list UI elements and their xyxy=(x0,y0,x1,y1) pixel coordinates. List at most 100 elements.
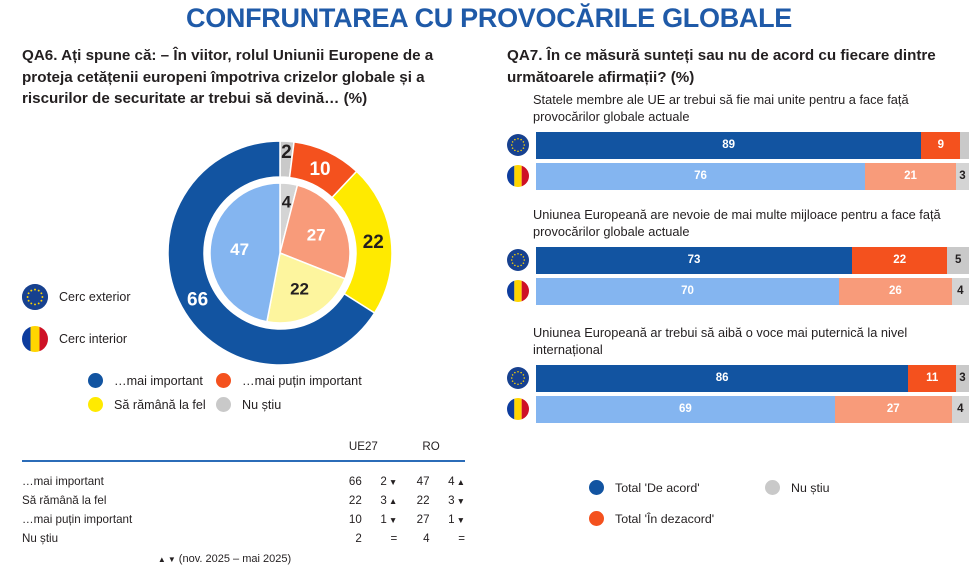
trend-ue27-change: 2 ▼ xyxy=(380,475,398,488)
legend-swatch-blue xyxy=(589,480,604,495)
trend-table-head: UE27 RO xyxy=(22,440,465,453)
bar-segment: 22 xyxy=(852,246,948,274)
trend-row-label: Să rămână la fel xyxy=(22,494,107,507)
qa7-question: QA7. În ce măsură sunteți sau nu de acor… xyxy=(507,47,936,86)
bar-track: 73 22 5 xyxy=(536,246,969,274)
qa7-statement-group: Uniunea Europeană ar trebui să aibă o vo… xyxy=(507,325,969,427)
eu-flag-icon xyxy=(507,367,529,390)
ring-legend-inner-label: Cerc interior xyxy=(59,332,128,346)
bar-segment: 89 xyxy=(536,131,922,159)
ro-flag-icon xyxy=(22,326,48,352)
bar-segment: 86 xyxy=(536,364,909,392)
bar-segment: 21 xyxy=(865,162,956,190)
bar-segment: 4 xyxy=(951,395,969,423)
trend-ro-value: 4 xyxy=(423,532,430,545)
ring-legend-inner: Cerc interior xyxy=(22,322,131,356)
ro-flag-icon xyxy=(507,165,529,188)
legend-item-in-dezacord: Total 'În dezacord' xyxy=(589,511,765,526)
arrow-down-icon: ▼ xyxy=(388,477,398,487)
bar-segment: 4 xyxy=(951,277,969,305)
trend-ro-change: 3 ▼ xyxy=(448,494,465,507)
eu-flag-icon xyxy=(507,134,529,157)
qa7-statement-text: Uniunea Europeană ar trebui să aibă o vo… xyxy=(533,325,908,357)
donut-inner-label: 4 xyxy=(282,192,292,211)
table-row: Să rămână la fel 22 3 ▲ 22 3 ▼ xyxy=(22,491,465,510)
eu-flag-icon xyxy=(507,367,529,390)
donut-value-labels: 2 10 22 66 4 27 22 47 xyxy=(187,142,384,310)
qa7-statement-group: Statele membre ale UE ar trebui să fie m… xyxy=(507,92,969,194)
legend-label: Să rămână la fel xyxy=(114,397,206,412)
donut-inner-label: 27 xyxy=(307,226,326,245)
trend-row-label: …mai puțin important xyxy=(22,513,133,526)
qa7-bar-row: 89 9 xyxy=(507,131,969,159)
bar-segment: 76 xyxy=(536,162,866,190)
eu-flag-icon xyxy=(507,134,529,157)
legend-swatch-orange xyxy=(216,373,231,388)
trend-table-footnote: ▲ ▼ (nov. 2025 – mai 2025) xyxy=(22,553,465,565)
donut-outer-label: 2 xyxy=(281,142,292,163)
legend-swatch-yellow xyxy=(88,397,103,412)
eu-stars-icon xyxy=(22,284,48,310)
footnote-text: (nov. 2025 – mai 2025) xyxy=(178,553,292,565)
qa7-bar-row: 70 26 4 xyxy=(507,277,969,305)
bar-segment xyxy=(960,131,969,159)
ro-flag-icon xyxy=(507,398,529,421)
right-panel: QA7. În ce măsură sunteți sau nu de acor… xyxy=(489,40,978,553)
ring-legend: Cerc exterior Cerc interior xyxy=(22,280,131,364)
qa7-bar-row: 86 11 3 xyxy=(507,364,969,392)
trend-ue27-value: 66 xyxy=(348,475,362,488)
donut-inner-slice xyxy=(209,182,281,323)
qa6-donut-chart: 2 10 22 66 4 27 22 47 xyxy=(130,128,430,378)
legend-label: Nu știu xyxy=(791,480,830,495)
legend-item-sa-ramana-la-fel: Să rămână la fel xyxy=(88,397,216,412)
arrow-up-icon: ▲ xyxy=(157,555,166,564)
arrow-down-icon: ▼ xyxy=(456,496,465,506)
bar-segment: 5 xyxy=(947,246,969,274)
legend-item-mai-important: …mai important xyxy=(88,373,216,388)
bar-segment: 3 xyxy=(956,364,969,392)
bar-segment: 3 xyxy=(956,162,969,190)
trend-ro-change: = xyxy=(458,532,465,545)
arrow-down-icon: ▼ xyxy=(167,555,176,564)
legend-label: …mai important xyxy=(114,373,203,388)
trend-ue27-change: 3 ▲ xyxy=(380,494,398,507)
table-row: …mai important 66 2 ▼ 47 4 ▲ xyxy=(22,472,465,491)
bar-segment: 69 xyxy=(536,395,835,423)
arrow-up-icon: ▲ xyxy=(388,496,398,506)
trend-row-label: …mai important xyxy=(22,475,104,488)
trend-table-header-ro: RO xyxy=(422,440,440,453)
page-title: CONFRUNTAREA CU PROVOCĂRILE GLOBALE xyxy=(186,3,792,33)
bar-track: 76 21 3 xyxy=(536,162,969,190)
eu-flag-icon xyxy=(507,249,529,272)
legend-label: Total 'În dezacord' xyxy=(615,511,715,526)
donut-outer-slice xyxy=(167,140,376,366)
ro-flag-icon xyxy=(507,398,529,421)
qa7-bar-row: 73 22 5 xyxy=(507,246,969,274)
bar-track: 89 9 xyxy=(536,131,969,159)
trend-table-rule xyxy=(22,453,465,472)
trend-ro-value: 22 xyxy=(416,494,430,507)
bar-segment: 27 xyxy=(834,395,952,423)
qa7-legend: Total 'De acord' Nu știu Total 'În dezac… xyxy=(589,480,969,526)
trend-ro-value: 47 xyxy=(416,475,430,488)
ro-flag-icon xyxy=(507,280,529,303)
ro-flag-icon xyxy=(507,165,529,188)
trend-table-header-ue27: UE27 xyxy=(348,440,378,453)
legend-item-nu-stiu: Nu știu xyxy=(216,397,468,412)
bar-track: 86 11 3 xyxy=(536,364,969,392)
qa6-question: QA6. Ați spune că: – În viitor, rolul Un… xyxy=(22,47,434,108)
bar-track: 70 26 4 xyxy=(536,277,969,305)
ro-flag-icon xyxy=(507,280,529,303)
qa7-bar-row: 69 27 4 xyxy=(507,395,969,423)
eu-flag-icon xyxy=(507,249,529,272)
trend-ro-change: 1 ▼ xyxy=(448,513,465,526)
trend-ro-value: 27 xyxy=(416,513,430,526)
table-row: Nu știu 2 = 4 = xyxy=(22,529,465,548)
trend-table-body: …mai important 66 2 ▼ 47 4 ▲ Să rămână la fel 22… xyxy=(22,453,465,548)
legend-label: Nu știu xyxy=(242,397,282,412)
qa7-statement-text: Statele membre ale UE ar trebui să fie m… xyxy=(533,92,909,124)
trend-table: UE27 RO …mai important 66 2 ▼ 47 4 ▲ Să rămână … xyxy=(22,440,465,548)
bar-segment: 9 xyxy=(921,131,961,159)
eu-flag-icon xyxy=(22,284,48,310)
bar-segment: 70 xyxy=(536,277,840,305)
